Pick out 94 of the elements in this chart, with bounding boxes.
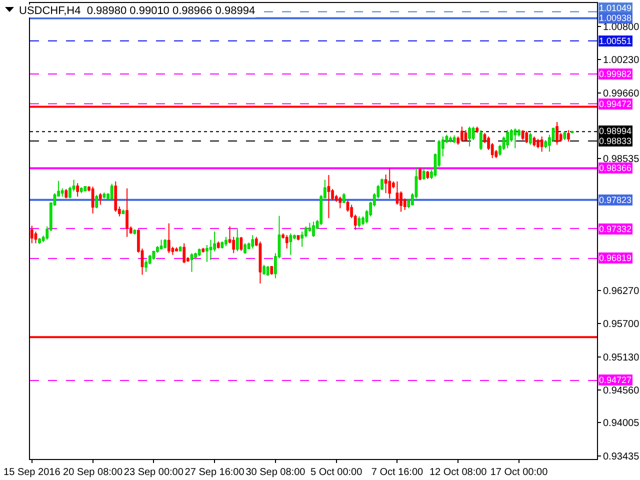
ref-line-label: 0.96819 (599, 253, 632, 263)
chart-title: USDCHF,H4 0.98980 0.99010 0.98966 0.98994 (19, 5, 256, 17)
candlestick (563, 130, 566, 141)
candlestick (202, 247, 205, 254)
candlestick (182, 242, 186, 264)
candlestick (114, 180, 118, 212)
candlestick (528, 132, 532, 146)
ref-line-label: 0.98994 (599, 126, 632, 136)
candlestick (514, 128, 517, 149)
y-tick-label: 0.94560 (603, 386, 640, 397)
candlestick (216, 241, 220, 249)
candlestick (236, 228, 239, 252)
candlestick (468, 126, 471, 147)
candlestick (388, 168, 392, 199)
ref-line-label: 1.01049 (599, 3, 632, 13)
candlestick (567, 130, 570, 142)
candlestick (38, 238, 41, 244)
candlestick (190, 252, 194, 272)
ref-line-label: 1.00551 (599, 36, 632, 46)
x-tick-label: 27 Sep 16:00 (184, 467, 245, 478)
candlestick (521, 130, 524, 141)
candlestick (422, 168, 426, 180)
candlestick (285, 234, 288, 249)
candlestick (426, 170, 430, 180)
candlestick (270, 265, 274, 276)
candlestick (160, 239, 163, 250)
candlestick (95, 194, 98, 209)
ref-line-label: 0.94727 (599, 375, 632, 385)
candlestick (460, 126, 464, 142)
candlestick (206, 244, 208, 262)
ref-line-label: 0.98366 (599, 163, 632, 173)
candlestick (224, 236, 228, 247)
candlestick (110, 183, 114, 200)
candlestick (258, 241, 262, 284)
candlestick (480, 130, 482, 150)
candlestick (464, 130, 468, 142)
candlestick (338, 196, 342, 209)
x-tick-label: 20 Sep 08:00 (63, 467, 123, 478)
candlestick (126, 188, 128, 238)
ref-line-label: 0.97332 (599, 224, 632, 234)
y-tick-label: 0.93435 (603, 451, 640, 462)
candlestick (198, 248, 201, 257)
ref-line-label: 0.97823 (599, 195, 632, 205)
x-tick-label: 12 Oct 08:00 (429, 467, 488, 478)
ref-line-label: 0.98833 (599, 136, 632, 146)
candlestick (536, 138, 540, 149)
candlestick (30, 225, 34, 244)
x-tick-label: 7 Oct 16:00 (371, 467, 424, 478)
candlestick (358, 216, 361, 228)
x-tick-label: 15 Sep 2016 (4, 467, 61, 478)
candlestick (84, 186, 87, 192)
candlestick (76, 182, 79, 198)
candlestick (506, 130, 510, 149)
candlestick (122, 208, 125, 214)
y-tick-label: 0.95700 (603, 319, 640, 330)
x-tick-label: 23 Sep 00:00 (124, 467, 184, 478)
candlestick (312, 221, 315, 238)
candlestick (540, 136, 544, 152)
candlestick (289, 232, 292, 256)
ref-line-label: 0.99472 (599, 99, 632, 109)
y-tick-label: 0.96270 (603, 286, 640, 297)
candlestick (476, 126, 479, 134)
candlestick (244, 242, 246, 254)
candlestick (220, 241, 224, 249)
ref-line-label: 1.00938 (599, 13, 632, 23)
candlestick (266, 265, 270, 276)
candlestick (452, 134, 456, 144)
x-tick-label: 30 Sep 08:00 (246, 467, 306, 478)
y-tick-label: 0.94005 (603, 418, 640, 430)
candlestick (262, 264, 266, 276)
candlestick (418, 166, 422, 181)
candlestick (98, 192, 102, 206)
y-tick-label: 0.98535 (603, 154, 640, 165)
candlestick (556, 121, 558, 146)
candlestick (251, 234, 254, 249)
y-tick-label: 0.95130 (603, 352, 640, 364)
candlestick (449, 136, 452, 143)
y-tick-label: 1.00230 (603, 55, 640, 66)
x-tick-label: 17 Oct 00:00 (490, 467, 548, 478)
candlestick (80, 186, 83, 194)
candlestick (164, 238, 167, 249)
candlestick (342, 192, 346, 204)
candlestick (133, 228, 136, 235)
candlestick (327, 174, 330, 219)
candlestick (64, 188, 68, 199)
candlestick (525, 130, 528, 144)
candlestick (175, 246, 178, 252)
ref-line-label: 0.99982 (599, 69, 632, 79)
x-tick-label: 5 Oct 00:00 (310, 467, 363, 478)
candlestick (570, 130, 574, 134)
candlestick (91, 186, 94, 214)
y-tick-label: 0.99660 (603, 88, 640, 100)
candlestick (152, 250, 156, 260)
candlestick (167, 222, 170, 254)
